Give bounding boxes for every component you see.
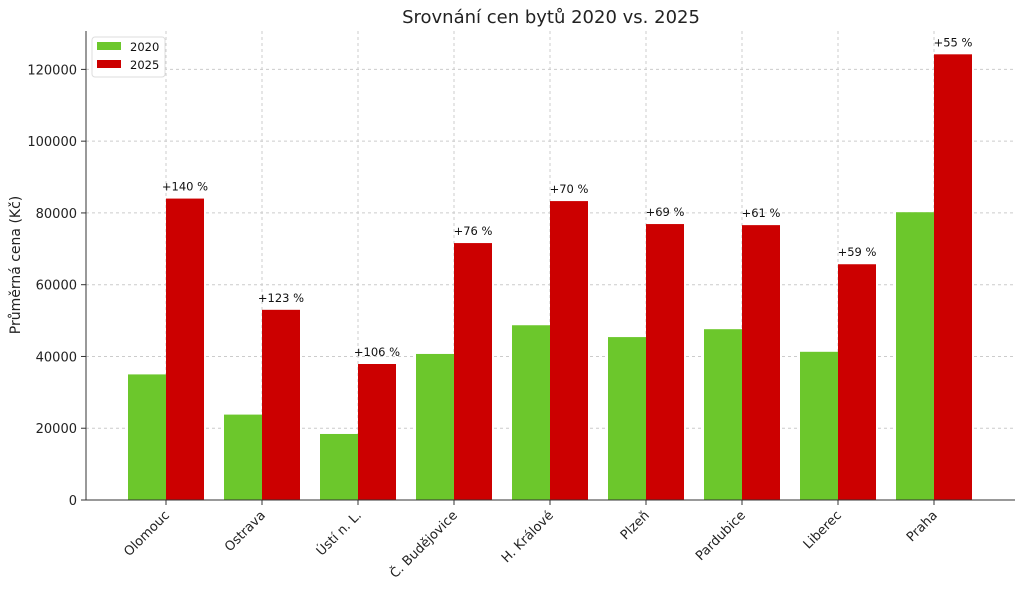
data-label: +76 % <box>454 224 493 238</box>
x-tick-label: H. Králové <box>499 508 557 566</box>
bar-2020 <box>704 329 742 500</box>
y-tick-label: 0 <box>69 494 77 509</box>
bar-2020 <box>800 351 838 500</box>
bar-2020 <box>224 414 262 500</box>
x-tick-label: Liberec <box>801 508 845 552</box>
bar-2025 <box>262 309 300 500</box>
legend-swatch-2025 <box>97 60 121 68</box>
legend-label: 2020 <box>130 40 159 54</box>
bar-2025 <box>358 364 396 500</box>
data-label: +61 % <box>742 206 781 220</box>
bar-2020 <box>320 433 358 500</box>
bar-2020 <box>128 374 166 500</box>
bar-2025 <box>934 54 972 501</box>
data-label: +123 % <box>258 291 304 305</box>
data-label: +59 % <box>838 245 877 259</box>
bar-2020 <box>416 353 454 500</box>
x-tick-label: Plzeň <box>618 508 653 543</box>
y-tick-label: 20000 <box>36 422 77 437</box>
bar-2025 <box>550 201 588 501</box>
chart-title: Srovnání cen bytů 2020 vs. 2025 <box>402 7 700 28</box>
bar-2020 <box>608 337 646 500</box>
y-axis-label: Průměrná cena (Kč) <box>8 196 24 335</box>
x-tick-label: Olomouc <box>121 508 172 559</box>
x-tick-label: Pardubice <box>693 508 749 564</box>
bar-2025 <box>838 264 876 500</box>
y-tick-label: 60000 <box>36 279 77 294</box>
y-tick-label: 80000 <box>36 207 77 222</box>
bar-2025 <box>454 243 492 500</box>
y-tick-label: 40000 <box>36 350 77 365</box>
bar-2020 <box>896 212 934 500</box>
x-tick-label: Ostrava <box>222 508 269 555</box>
bar-2025 <box>166 198 204 500</box>
y-tick-label: 100000 <box>27 135 77 150</box>
legend: 2020 2025 <box>91 36 166 78</box>
data-label: +106 % <box>354 345 400 359</box>
bar-2025 <box>646 224 684 500</box>
bar-2025 <box>742 225 780 500</box>
y-tick-label: 120000 <box>27 63 77 78</box>
x-tick-label: Praha <box>904 508 941 545</box>
legend-swatch-2020 <box>97 42 121 50</box>
x-tick-label: Ústí n. L. <box>313 508 365 560</box>
data-label: +70 % <box>550 182 589 196</box>
data-label: +69 % <box>646 205 685 219</box>
legend-label: 2025 <box>130 58 159 72</box>
x-tick-label: Č. Budějovice <box>387 508 461 582</box>
bar-2020 <box>512 325 550 500</box>
data-label: +55 % <box>934 35 973 49</box>
data-label: +140 % <box>162 180 208 194</box>
